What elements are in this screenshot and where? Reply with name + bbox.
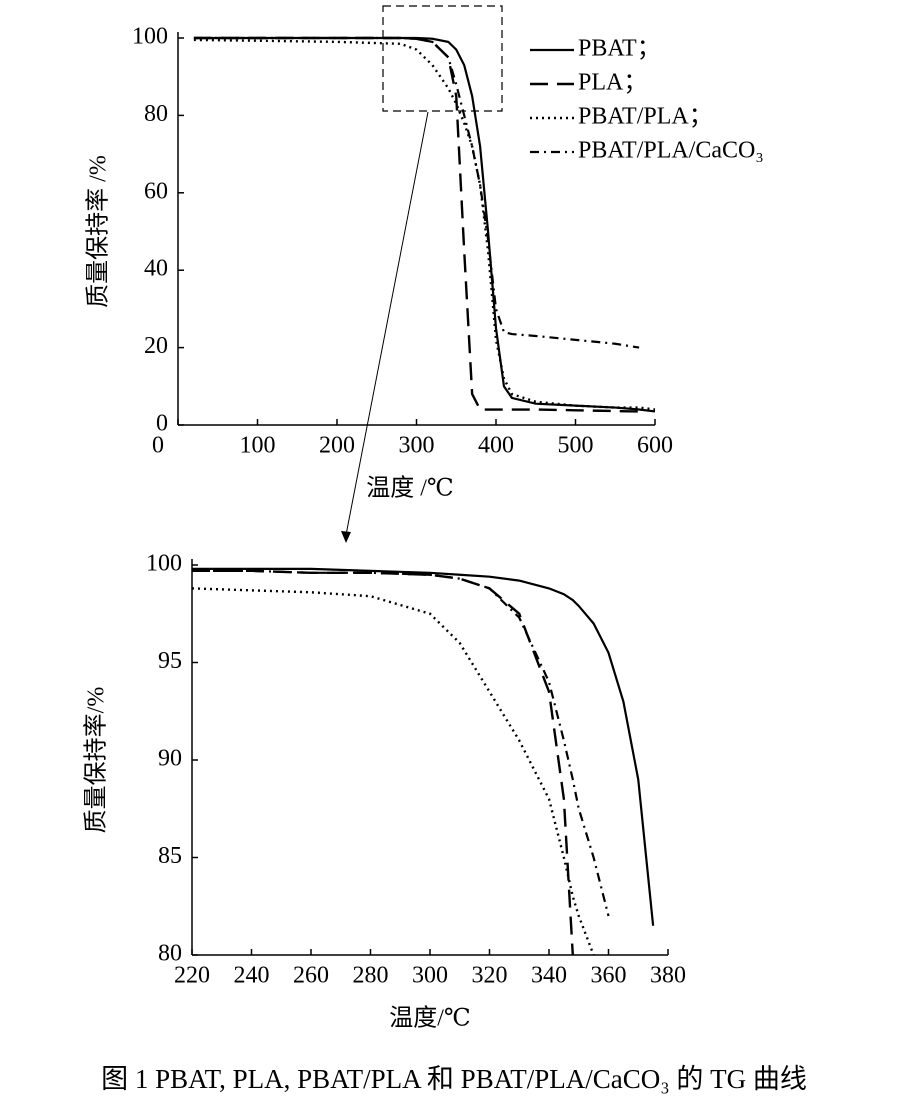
x-tick-label: 360: [591, 963, 627, 989]
series-line: [192, 569, 574, 956]
series-line: [191, 587, 595, 956]
y-tick-label: 20: [144, 333, 168, 359]
x-axis-label: 温度/℃: [389, 1005, 471, 1032]
y-axis-label: 质量保持率/%: [83, 687, 110, 834]
y-tick-label: 40: [144, 256, 168, 282]
x-tick-label: 400: [478, 433, 514, 459]
x-tick-label: 240: [234, 963, 270, 989]
y-tick-label: 95: [158, 648, 182, 674]
y-tick-label: 85: [158, 843, 182, 869]
series-line: [192, 567, 655, 926]
series-line: [192, 569, 610, 917]
zoom-arrow: [345, 111, 429, 536]
x-tick-label: 300: [399, 433, 435, 459]
x-tick-label: 320: [472, 963, 508, 989]
x-tick-label: 100: [240, 433, 276, 459]
figure-caption: 图 1 PBAT, PLA, PBAT/PLA 和 PBAT/PLA/CaCO₃…: [101, 1064, 807, 1094]
x-tick-label: 300: [412, 963, 448, 989]
series-line: [193, 36, 656, 413]
legend-label: PBAT；: [578, 36, 661, 62]
legend-label: PBAT/PLA/CaCO₃: [578, 138, 764, 164]
series-line: [193, 36, 640, 349]
y-tick-label: 100: [132, 24, 168, 50]
y-tick-label: 0: [156, 411, 168, 437]
x-tick-label: 220: [174, 963, 210, 989]
legend-label: PLA；: [578, 70, 647, 96]
x-tick-label: 260: [293, 963, 329, 989]
y-tick-label: 60: [144, 178, 168, 204]
y-tick-label: 80: [144, 101, 168, 127]
x-tick-label: 340: [531, 963, 567, 989]
y-tick-label: 90: [158, 746, 182, 772]
y-axis-label: 质量保持率 /%: [85, 155, 112, 308]
x-axis-label: 温度 /℃: [366, 475, 454, 502]
x-tick-label: 500: [558, 433, 594, 459]
x-tick-label: 380: [650, 963, 686, 989]
zoom-box: [382, 5, 503, 112]
x-tick-label: 200: [319, 433, 355, 459]
x-tick-label: 280: [353, 963, 389, 989]
series-line: [193, 36, 640, 413]
y-tick-label: 80: [158, 941, 182, 967]
y-tick-label: 100: [146, 551, 182, 577]
x-tick-label: 600: [637, 433, 673, 459]
legend-label: PBAT/PLA；: [578, 104, 713, 130]
zoom-arrow-head: [341, 531, 351, 543]
x-tick-label: 0: [152, 433, 164, 459]
